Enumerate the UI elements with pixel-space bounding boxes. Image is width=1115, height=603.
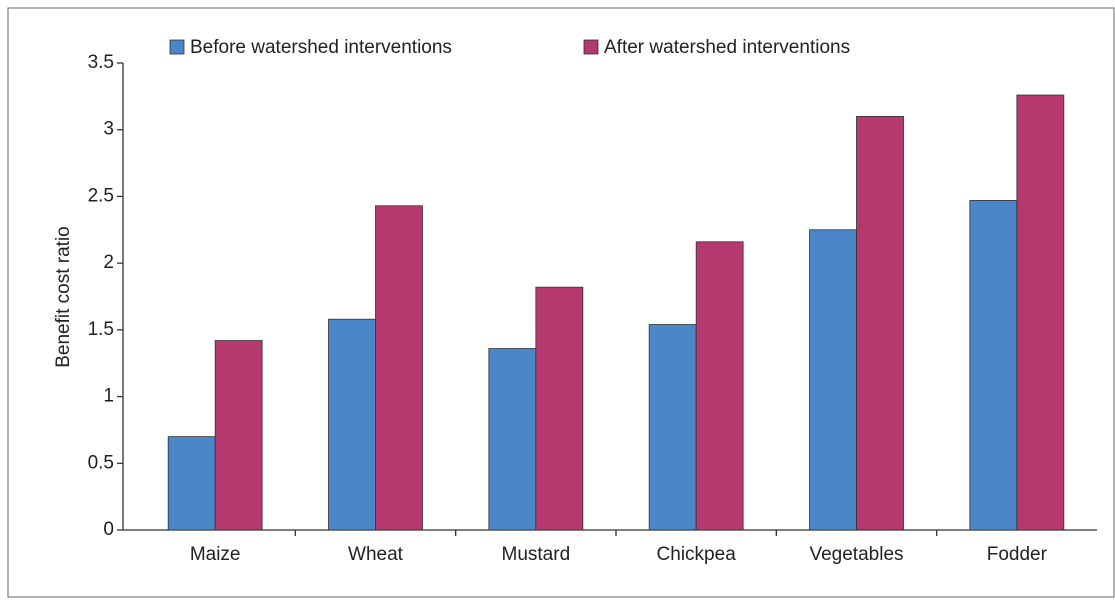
y-axis-label: Benefit cost ratio: [53, 226, 74, 368]
x-tick-label: Vegetables: [809, 544, 903, 565]
y-tick-label: 1.5: [88, 319, 114, 340]
frame: [7, 7, 1115, 598]
bar: [328, 318, 376, 531]
x-tick-label: Wheat: [348, 544, 404, 565]
bar: [856, 115, 904, 531]
x-tick-label: Mustard: [502, 544, 571, 565]
bar: [695, 241, 744, 531]
legend-label: After watershed interventions: [604, 37, 850, 58]
bar: [1016, 94, 1065, 531]
x-tick-label: Maize: [190, 544, 241, 565]
y-tick-label: 0: [103, 519, 114, 540]
legend-swatch: [169, 39, 185, 55]
bar: [214, 340, 263, 531]
y-tick-label: 3.5: [88, 52, 114, 73]
bar: [375, 205, 423, 531]
bar: [167, 436, 216, 531]
legend-label: Before watershed interventions: [190, 37, 452, 58]
bar: [969, 200, 1018, 531]
bar: [535, 286, 584, 531]
legend-swatch: [583, 39, 599, 55]
bar: [488, 348, 537, 531]
y-tick-label: 2: [103, 252, 114, 273]
y-tick-label: 3: [103, 119, 114, 140]
y-tick-label: 1: [103, 386, 114, 407]
bar: [648, 324, 697, 531]
bar: [809, 229, 857, 531]
y-tick-label: 2.5: [88, 185, 114, 206]
x-tick-label: Fodder: [987, 544, 1048, 565]
y-tick-label: 0.5: [88, 452, 114, 473]
x-tick-label: Chickpea: [657, 544, 737, 565]
